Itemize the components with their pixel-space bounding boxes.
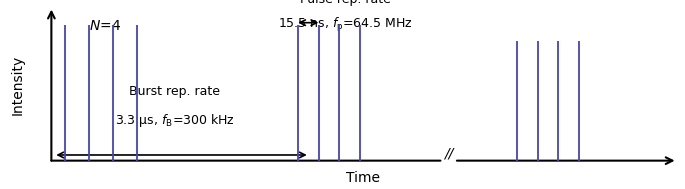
Text: Time: Time bbox=[346, 171, 380, 185]
Text: 15.5 ns, $f_{\mathrm{p}}$=64.5 MHz: 15.5 ns, $f_{\mathrm{p}}$=64.5 MHz bbox=[278, 16, 414, 34]
Text: 3.3 μs, $f_{\mathrm{B}}$=300 kHz: 3.3 μs, $f_{\mathrm{B}}$=300 kHz bbox=[114, 112, 235, 129]
Text: //: // bbox=[444, 146, 453, 160]
Text: Intensity: Intensity bbox=[10, 55, 24, 115]
Text: Pulse rep. rate: Pulse rep. rate bbox=[301, 0, 391, 6]
Text: Burst rep. rate: Burst rep. rate bbox=[129, 85, 220, 98]
Text: $N$=4: $N$=4 bbox=[89, 19, 121, 33]
